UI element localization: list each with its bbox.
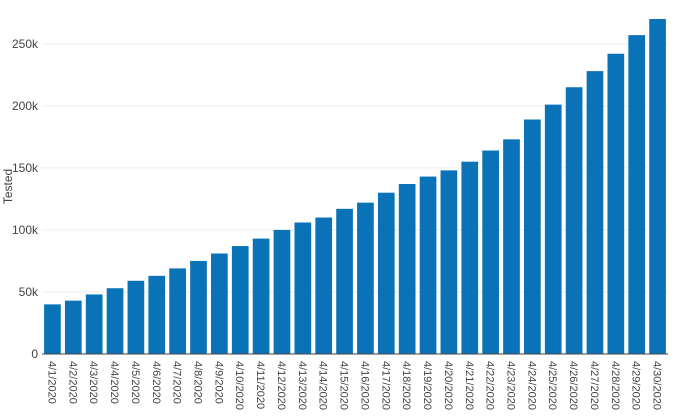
bar (190, 260, 207, 354)
x-tick-label: 4/23/2020 (505, 361, 517, 410)
x-tick-label: 4/12/2020 (275, 361, 287, 410)
bar (565, 87, 583, 355)
bar (231, 246, 249, 354)
x-tick-label: 4/14/2020 (317, 361, 329, 410)
x-tick-label: 4/3/2020 (87, 361, 99, 404)
x-tick-label: 4/29/2020 (630, 361, 642, 410)
x-tick-label: 4/26/2020 (567, 361, 579, 410)
x-tick-label: 4/2/2020 (66, 361, 78, 404)
x-axis-ticks: 4/1/2020 4/2/2020 4/3/2020 4/4/2020 4/5/2020… (45, 361, 662, 410)
bar (85, 294, 103, 354)
bar (357, 202, 374, 354)
y-axis-label: Tested (1, 169, 15, 204)
bar (628, 35, 646, 354)
x-tick-label: 4/22/2020 (484, 361, 496, 410)
y-tick-label: 100k (12, 223, 39, 237)
x-tick-label: 4/11/2020 (254, 361, 266, 409)
bar (273, 229, 291, 354)
bar (252, 238, 270, 354)
bar (377, 192, 395, 354)
bar (336, 208, 353, 354)
x-tick-label: 4/17/2020 (379, 361, 391, 410)
x-tick-label: 4/27/2020 (588, 361, 600, 410)
bar (649, 19, 666, 354)
y-axis-ticks: 0 50k 100k 150k 200k 250k (12, 37, 39, 361)
bar (169, 268, 186, 354)
x-tick-label: 4/30/2020 (651, 361, 663, 410)
bar (64, 300, 82, 354)
x-tick-label: 4/10/2020 (233, 361, 245, 410)
x-tick-label: 4/21/2020 (463, 361, 475, 410)
y-tick-label: 200k (12, 99, 39, 113)
x-tick-label: 4/4/2020 (108, 361, 120, 404)
bar (127, 280, 145, 354)
grid-lines (42, 43, 668, 293)
x-tick-label: 4/8/2020 (192, 361, 204, 404)
bar (398, 184, 416, 354)
bars (44, 19, 666, 355)
bar (607, 53, 625, 354)
bar (524, 119, 541, 354)
bar (586, 71, 604, 354)
bar (315, 217, 333, 354)
x-tick-label: 4/24/2020 (525, 361, 537, 410)
bar (544, 104, 562, 354)
bar (503, 139, 520, 354)
x-tick-label: 4/7/2020 (171, 361, 183, 404)
x-tick-label: 4/6/2020 (150, 361, 162, 404)
x-tick-label: 4/13/2020 (296, 361, 308, 410)
x-tick-label: 4/18/2020 (400, 361, 412, 410)
bar (148, 275, 166, 354)
bar (44, 304, 61, 354)
y-tick-label: 250k (12, 37, 39, 51)
x-tick-label: 4/19/2020 (421, 361, 433, 410)
y-tick-label: 50k (19, 285, 39, 299)
x-tick-label: 4/9/2020 (212, 361, 224, 404)
bar (211, 253, 228, 354)
bar (294, 222, 312, 354)
y-tick-label: 150k (12, 161, 39, 175)
x-tick-label: 4/16/2020 (358, 361, 370, 410)
y-tick-label: 0 (31, 347, 38, 361)
bar (440, 170, 458, 354)
x-tick-label: 4/20/2020 (442, 361, 454, 410)
x-tick-label: 4/25/2020 (546, 361, 558, 410)
x-tick-label: 4/1/2020 (45, 361, 57, 404)
bar (419, 176, 437, 354)
x-tick-label: 4/28/2020 (609, 361, 621, 410)
bar (106, 288, 124, 354)
x-tick-label: 4/15/2020 (338, 361, 350, 410)
bar (482, 150, 499, 354)
bar (461, 161, 479, 354)
x-tick-label: 4/5/2020 (129, 361, 141, 404)
